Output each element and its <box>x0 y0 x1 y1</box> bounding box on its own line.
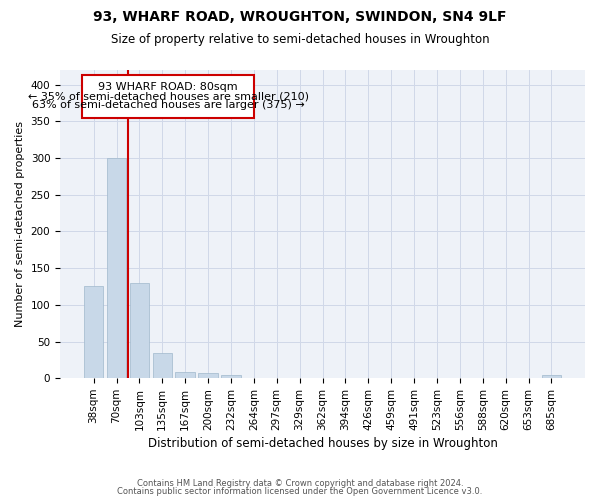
Bar <box>221 374 241 378</box>
Bar <box>175 372 195 378</box>
Y-axis label: Number of semi-detached properties: Number of semi-detached properties <box>15 121 25 327</box>
Bar <box>152 352 172 378</box>
Bar <box>107 158 126 378</box>
Bar <box>199 373 218 378</box>
Text: ← 35% of semi-detached houses are smaller (210): ← 35% of semi-detached houses are smalle… <box>28 92 308 102</box>
Text: Contains HM Land Registry data © Crown copyright and database right 2024.: Contains HM Land Registry data © Crown c… <box>137 478 463 488</box>
X-axis label: Distribution of semi-detached houses by size in Wroughton: Distribution of semi-detached houses by … <box>148 437 497 450</box>
Text: 93, WHARF ROAD, WROUGHTON, SWINDON, SN4 9LF: 93, WHARF ROAD, WROUGHTON, SWINDON, SN4 … <box>93 10 507 24</box>
FancyBboxPatch shape <box>82 75 254 118</box>
Bar <box>130 283 149 378</box>
Text: 63% of semi-detached houses are larger (375) →: 63% of semi-detached houses are larger (… <box>32 100 304 110</box>
Bar <box>542 376 561 378</box>
Bar <box>84 286 103 378</box>
Text: 93 WHARF ROAD: 80sqm: 93 WHARF ROAD: 80sqm <box>98 82 238 92</box>
Text: Size of property relative to semi-detached houses in Wroughton: Size of property relative to semi-detach… <box>110 32 490 46</box>
Text: Contains public sector information licensed under the Open Government Licence v3: Contains public sector information licen… <box>118 487 482 496</box>
